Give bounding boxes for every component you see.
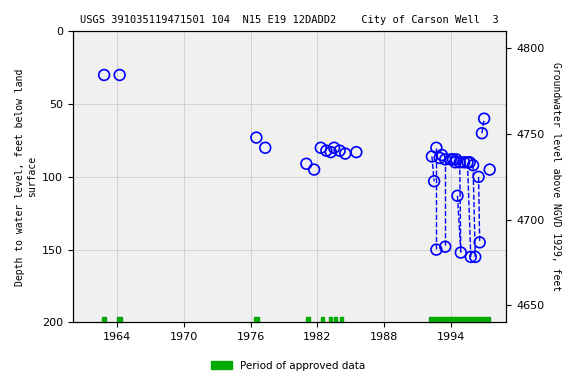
Point (335, 147, 344, 154)
Point (326, 149, 335, 155)
Point (316, 145, 325, 151)
Point (340, 151, 350, 157)
Point (465, 159, 474, 166)
Point (480, 116, 489, 122)
Point (352, 149, 361, 155)
Point (456, 250, 465, 256)
Bar (429, 316, 490, 323)
Point (468, 162, 478, 168)
Bar (306, 316, 310, 323)
Bar (334, 316, 338, 323)
Point (432, 247, 441, 253)
Point (437, 152, 446, 158)
Point (435, 155, 444, 161)
Y-axis label: Groundwater level above NGVD 1929, feet: Groundwater level above NGVD 1929, feet (551, 62, 561, 291)
Point (478, 130, 487, 136)
Point (450, 159, 460, 166)
Point (463, 159, 472, 166)
Bar (118, 316, 122, 323)
Point (475, 239, 484, 245)
Point (115, 72, 124, 78)
Point (100, 72, 109, 78)
Point (252, 134, 261, 141)
Point (309, 167, 319, 173)
Bar (321, 316, 324, 323)
Point (453, 193, 462, 199)
Point (441, 244, 450, 250)
Point (329, 145, 339, 151)
Point (460, 159, 469, 166)
Point (452, 156, 461, 162)
Point (432, 145, 441, 151)
Bar (102, 316, 107, 323)
Point (471, 254, 480, 260)
Point (446, 156, 456, 162)
Point (302, 161, 311, 167)
Point (449, 156, 458, 162)
Point (485, 167, 494, 173)
Bar (254, 316, 259, 323)
Legend: Period of approved data: Period of approved data (207, 357, 369, 375)
Point (430, 178, 439, 184)
Point (466, 254, 475, 260)
Point (474, 174, 483, 180)
Point (322, 147, 331, 154)
Title: USGS 391035119471501 104  N15 E19 12DADD2    City of Carson Well  3: USGS 391035119471501 104 N15 E19 12DADD2… (80, 15, 499, 25)
Point (455, 159, 464, 166)
Point (260, 145, 270, 151)
Point (441, 156, 450, 162)
Point (427, 154, 437, 160)
Y-axis label: Depth to water level, feet below land
surface: Depth to water level, feet below land su… (15, 68, 37, 286)
Bar (328, 316, 332, 323)
Bar (340, 316, 343, 323)
